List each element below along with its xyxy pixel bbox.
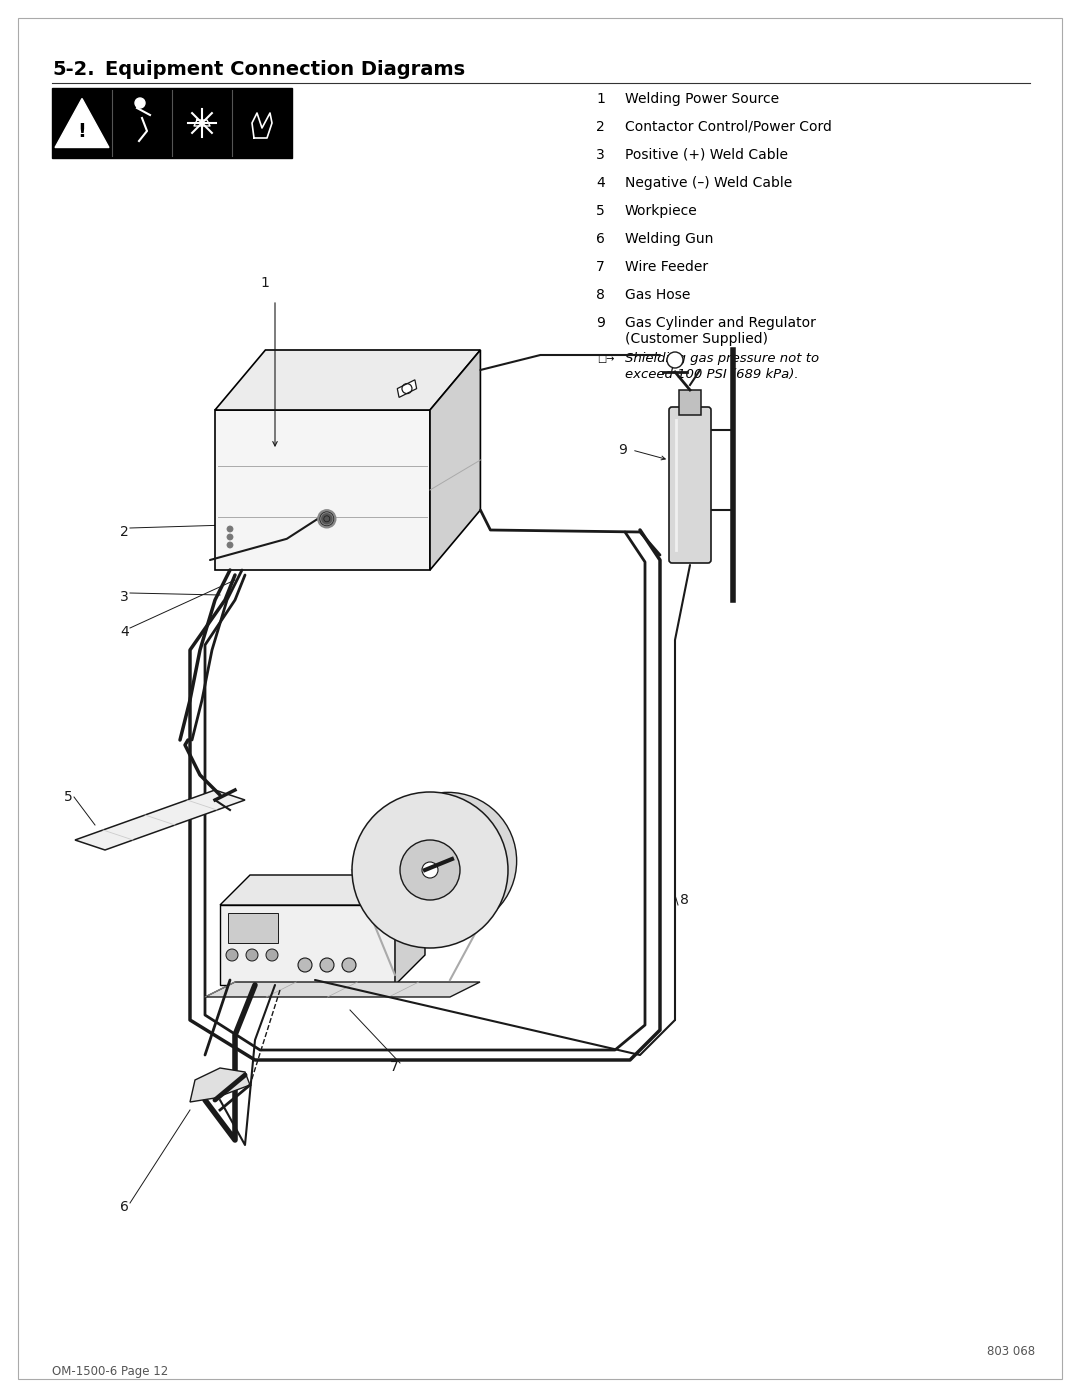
Polygon shape — [215, 351, 481, 409]
Text: 5-2.: 5-2. — [52, 60, 95, 80]
Text: !: ! — [78, 122, 86, 141]
Text: 7: 7 — [596, 260, 605, 274]
Text: 8: 8 — [680, 893, 689, 907]
Polygon shape — [190, 1067, 249, 1102]
Circle shape — [379, 792, 516, 929]
Polygon shape — [205, 982, 480, 997]
Polygon shape — [397, 380, 417, 397]
Text: exceed 100 PSI (689 kPa).: exceed 100 PSI (689 kPa). — [625, 367, 798, 381]
Text: 803 068: 803 068 — [987, 1345, 1035, 1358]
Text: Welding Power Source: Welding Power Source — [625, 92, 779, 106]
Circle shape — [352, 792, 508, 949]
Bar — [228, 914, 278, 943]
Text: Positive (+) Weld Cable: Positive (+) Weld Cable — [625, 148, 788, 162]
Text: 8: 8 — [596, 288, 605, 302]
Circle shape — [226, 949, 238, 961]
Text: 6: 6 — [120, 1200, 129, 1214]
Circle shape — [320, 958, 334, 972]
Text: Gas Hose: Gas Hose — [625, 288, 690, 302]
Text: Contactor Control/Power Cord: Contactor Control/Power Cord — [625, 120, 832, 134]
Text: 6: 6 — [596, 232, 605, 246]
Circle shape — [400, 840, 460, 900]
Text: 5: 5 — [596, 204, 605, 218]
Circle shape — [318, 510, 336, 528]
Text: Gas Cylinder and Regulator
(Customer Supplied): Gas Cylinder and Regulator (Customer Sup… — [625, 316, 815, 346]
Circle shape — [667, 352, 683, 367]
Circle shape — [246, 949, 258, 961]
Text: 4: 4 — [596, 176, 605, 190]
FancyBboxPatch shape — [669, 407, 711, 563]
Polygon shape — [75, 789, 245, 849]
Bar — [52, 88, 292, 158]
Text: 2: 2 — [120, 525, 129, 539]
Circle shape — [266, 949, 278, 961]
Text: 1: 1 — [596, 92, 605, 106]
Text: 4: 4 — [120, 624, 129, 638]
Text: Negative (–) Weld Cable: Negative (–) Weld Cable — [625, 176, 793, 190]
Bar — [679, 390, 701, 415]
Text: Shielding gas pressure not to: Shielding gas pressure not to — [625, 352, 819, 365]
Text: 7: 7 — [390, 1060, 399, 1074]
Text: Wire Feeder: Wire Feeder — [625, 260, 708, 274]
Text: Workpiece: Workpiece — [625, 204, 698, 218]
Polygon shape — [220, 905, 395, 985]
Circle shape — [135, 98, 145, 108]
Text: Equipment Connection Diagrams: Equipment Connection Diagrams — [105, 60, 465, 80]
Polygon shape — [395, 875, 426, 985]
Circle shape — [227, 542, 233, 548]
Text: 5: 5 — [64, 789, 72, 805]
Polygon shape — [220, 875, 426, 905]
Circle shape — [322, 514, 332, 524]
Polygon shape — [55, 99, 109, 148]
Circle shape — [227, 534, 233, 541]
Text: Welding Gun: Welding Gun — [625, 232, 714, 246]
Text: 2: 2 — [596, 120, 605, 134]
Circle shape — [298, 958, 312, 972]
Text: OM-1500-6 Page 12: OM-1500-6 Page 12 — [52, 1365, 168, 1377]
Text: 9: 9 — [596, 316, 605, 330]
Polygon shape — [215, 409, 430, 570]
Text: □→: □→ — [597, 353, 615, 365]
Circle shape — [342, 958, 356, 972]
Text: 9: 9 — [618, 443, 626, 457]
Text: 3: 3 — [596, 148, 605, 162]
Circle shape — [227, 527, 233, 532]
Text: 3: 3 — [120, 590, 129, 604]
Polygon shape — [430, 351, 481, 570]
Text: 1: 1 — [260, 277, 269, 291]
Circle shape — [422, 862, 438, 877]
